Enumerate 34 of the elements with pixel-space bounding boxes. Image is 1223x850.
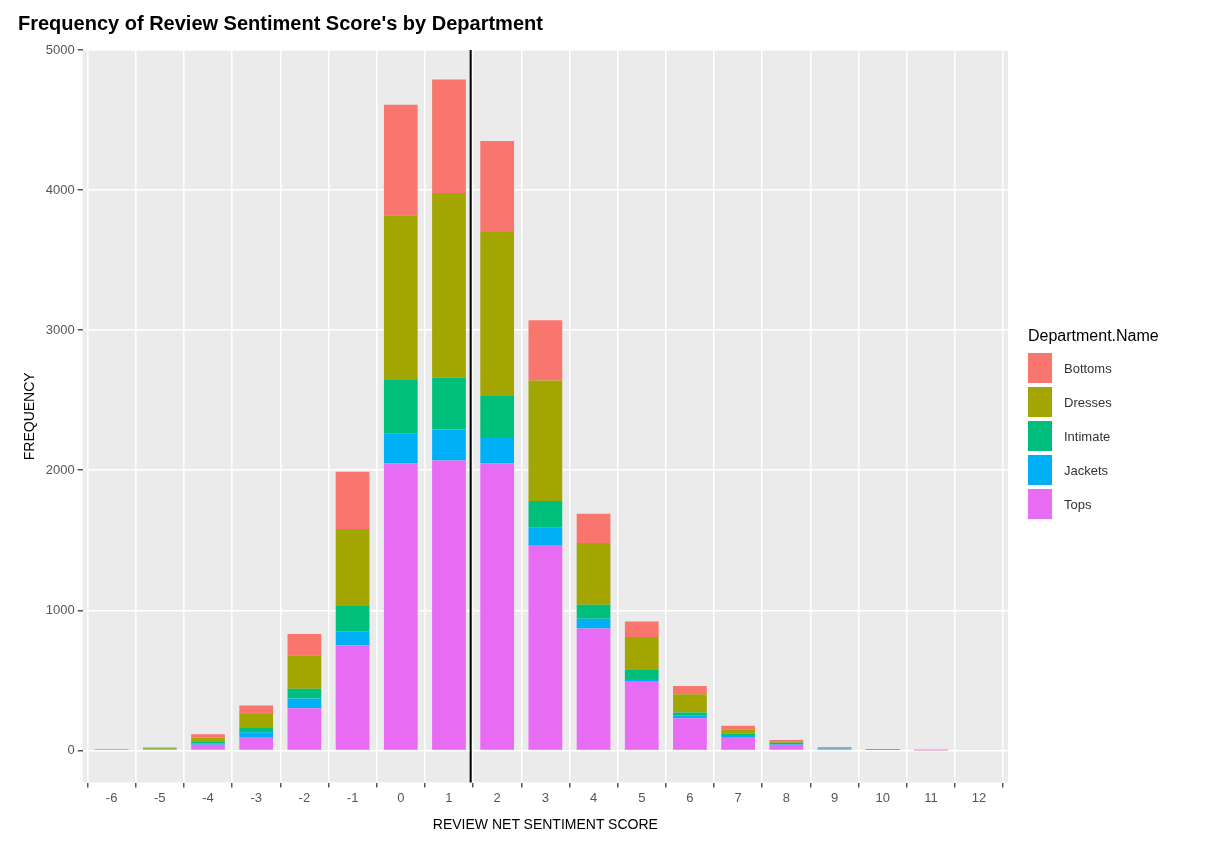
x-tick-label: 10 [875, 789, 890, 805]
x-tick-label: -5 [154, 789, 166, 805]
y-tick-label: 4000 [45, 181, 75, 197]
x-tick-label: 1 [445, 789, 453, 805]
x-tick-label: 3 [541, 789, 549, 805]
x-tick-label: 12 [971, 789, 987, 805]
x-tick-label: -1 [346, 789, 359, 805]
y-tick-label: 5000 [45, 41, 75, 57]
x-tick-label: -6 [105, 789, 118, 805]
x-tick-label: 2 [493, 789, 501, 805]
x-tick-label: 11 [924, 789, 938, 805]
x-tick-label: 6 [686, 789, 694, 805]
x-tick-label: 7 [734, 789, 742, 805]
chart-title: Frequency of Review Sentiment Score's by Department [18, 11, 544, 34]
legend-title: Department.Name [1028, 327, 1160, 345]
y-tick-label: 0 [67, 741, 75, 757]
x-tick-label: -4 [202, 789, 214, 805]
legend-label: Bottoms [1064, 360, 1112, 376]
legend-label: Tops [1064, 496, 1092, 512]
x-tick-label: -3 [250, 789, 262, 805]
y-tick-label: 3000 [45, 321, 75, 337]
y-tick-label: 2000 [45, 461, 75, 477]
x-tick-label: 5 [638, 789, 646, 805]
x-tick-label: 8 [782, 789, 790, 805]
y-axis-title: FREQUENCY [21, 371, 38, 461]
legend-label: Jackets [1064, 462, 1109, 478]
x-tick-label: 4 [589, 789, 598, 805]
x-tick-label: 0 [397, 789, 405, 805]
x-tick-label: -2 [298, 789, 311, 805]
legend-label: Dresses [1064, 394, 1112, 410]
x-axis-title: REVIEW NET SENTIMENT SCORE [432, 816, 658, 833]
y-tick-label: 1000 [45, 601, 75, 617]
x-tick-label: 9 [830, 789, 839, 805]
legend-label: Intimate [1064, 428, 1111, 444]
